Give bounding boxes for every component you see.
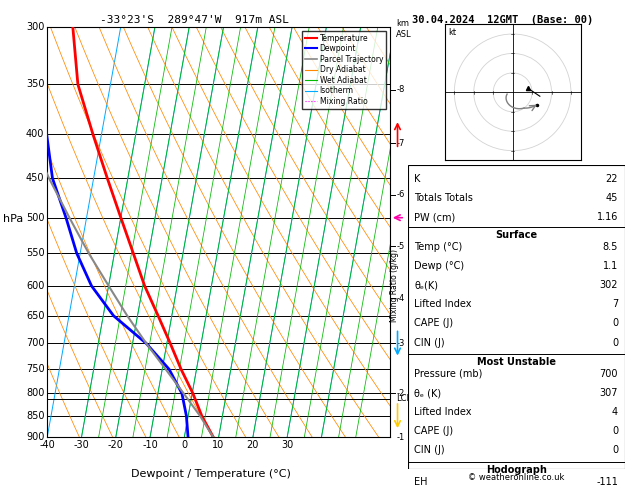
Text: Dewp (°C): Dewp (°C) (414, 261, 464, 271)
Text: 900: 900 (26, 433, 45, 442)
Text: -10: -10 (142, 440, 158, 451)
Text: 700: 700 (26, 338, 45, 348)
Text: -2: -2 (396, 389, 404, 398)
Text: -30: -30 (74, 440, 89, 451)
Text: 0: 0 (612, 426, 618, 436)
Text: LCL: LCL (396, 395, 411, 403)
Text: Hodograph: Hodograph (486, 465, 547, 475)
Text: Lifted Index: Lifted Index (414, 407, 472, 417)
Text: Surface: Surface (495, 230, 537, 240)
Text: -6: -6 (396, 190, 404, 199)
Text: 350: 350 (26, 79, 45, 89)
Text: -40: -40 (39, 440, 55, 451)
Text: θₑ(K): θₑ(K) (414, 280, 438, 290)
Text: -7: -7 (396, 139, 404, 148)
Text: CIN (J): CIN (J) (414, 338, 445, 347)
Text: 800: 800 (26, 388, 45, 399)
Text: -3: -3 (396, 339, 404, 348)
Text: 302: 302 (599, 280, 618, 290)
Text: 700: 700 (599, 369, 618, 379)
Text: Temp (°C): Temp (°C) (414, 242, 462, 252)
Text: Mixing Ratio (g/kg): Mixing Ratio (g/kg) (390, 249, 399, 322)
Text: 1.16: 1.16 (597, 212, 618, 222)
Text: 0: 0 (612, 338, 618, 347)
Legend: Temperature, Dewpoint, Parcel Trajectory, Dry Adiabat, Wet Adiabat, Isotherm, Mi: Temperature, Dewpoint, Parcel Trajectory… (302, 31, 386, 109)
Text: 400: 400 (26, 129, 45, 139)
Text: 0: 0 (612, 318, 618, 329)
Text: 0: 0 (181, 440, 187, 451)
Text: 10: 10 (213, 440, 225, 451)
Text: 22: 22 (606, 174, 618, 184)
Text: hPa: hPa (3, 214, 23, 224)
Text: -8: -8 (396, 85, 404, 94)
Text: Most Unstable: Most Unstable (477, 357, 555, 367)
Text: 7: 7 (612, 299, 618, 310)
Text: PW (cm): PW (cm) (414, 212, 455, 222)
Text: Dewpoint / Temperature (°C): Dewpoint / Temperature (°C) (131, 469, 291, 479)
Text: 1.1: 1.1 (603, 261, 618, 271)
Text: 45: 45 (606, 193, 618, 203)
Text: CIN (J): CIN (J) (414, 446, 445, 455)
Text: © weatheronline.co.uk: © weatheronline.co.uk (467, 473, 564, 482)
Text: 750: 750 (26, 364, 45, 374)
Text: km
ASL: km ASL (396, 19, 412, 39)
Text: 8.5: 8.5 (603, 242, 618, 252)
Text: 450: 450 (26, 174, 45, 183)
Text: K: K (414, 174, 420, 184)
Text: θₑ (K): θₑ (K) (414, 388, 441, 398)
Text: 300: 300 (26, 22, 45, 32)
Text: -20: -20 (108, 440, 124, 451)
Text: Totals Totals: Totals Totals (414, 193, 473, 203)
Text: 20: 20 (247, 440, 259, 451)
Text: 0: 0 (612, 446, 618, 455)
Text: kt: kt (448, 28, 457, 37)
Text: Pressure (mb): Pressure (mb) (414, 369, 482, 379)
Text: CAPE (J): CAPE (J) (414, 426, 454, 436)
Text: 4: 4 (612, 407, 618, 417)
Text: -33°23'S  289°47'W  917m ASL: -33°23'S 289°47'W 917m ASL (101, 15, 289, 25)
Text: 307: 307 (599, 388, 618, 398)
Text: 600: 600 (26, 281, 45, 291)
Text: 550: 550 (26, 248, 45, 258)
Text: -111: -111 (596, 477, 618, 486)
Text: 850: 850 (26, 411, 45, 421)
Text: CAPE (J): CAPE (J) (414, 318, 454, 329)
Text: 500: 500 (26, 213, 45, 223)
Text: -4: -4 (396, 294, 404, 303)
Text: 650: 650 (26, 311, 45, 321)
Text: 30: 30 (281, 440, 293, 451)
Text: -1: -1 (396, 433, 404, 442)
Text: -5: -5 (396, 242, 404, 251)
Text: 30.04.2024  12GMT  (Base: 00): 30.04.2024 12GMT (Base: 00) (412, 15, 593, 25)
Text: EH: EH (414, 477, 428, 486)
Text: Lifted Index: Lifted Index (414, 299, 472, 310)
